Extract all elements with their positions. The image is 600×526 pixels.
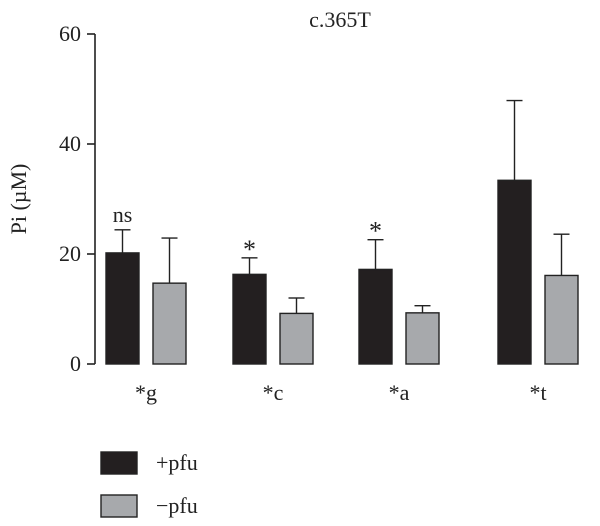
bar-plus-pfu — [497, 179, 532, 365]
legend-label: −pfu — [156, 493, 198, 518]
y-tick-label: 40 — [59, 131, 81, 156]
x-axis-tick-labels: *g *c *a *t — [135, 380, 547, 405]
y-tick-label: 20 — [59, 241, 81, 266]
legend-swatch — [100, 451, 138, 475]
x-tick-label: *g — [135, 380, 157, 405]
y-tick-label: 0 — [70, 351, 81, 376]
chart-title: c.365T — [309, 7, 371, 32]
bar-plus-pfu — [358, 268, 393, 365]
x-tick-label: *t — [529, 380, 546, 405]
significance-annotation: * — [369, 217, 382, 246]
bar-plus-pfu — [232, 273, 267, 365]
legend: +pfu −pfu — [100, 450, 198, 518]
x-tick-label: *a — [389, 380, 410, 405]
legend-label: +pfu — [156, 450, 198, 475]
significance-annotation: ns — [113, 202, 133, 227]
y-axis-label: Pi (µM) — [6, 164, 31, 235]
bar-minus-pfu — [544, 274, 579, 365]
bar-minus-pfu — [405, 312, 440, 365]
bar-minus-pfu — [279, 312, 314, 365]
x-tick-label: *c — [263, 380, 284, 405]
bar-minus-pfu — [152, 282, 187, 365]
legend-swatch — [100, 494, 138, 518]
bar-plus-pfu — [105, 252, 140, 365]
bar-marks: ns * * — [105, 99, 579, 365]
y-tick-label: 60 — [59, 21, 81, 46]
y-axis-ticks: 0 20 40 60 — [59, 21, 95, 376]
significance-annotation: * — [243, 235, 256, 264]
